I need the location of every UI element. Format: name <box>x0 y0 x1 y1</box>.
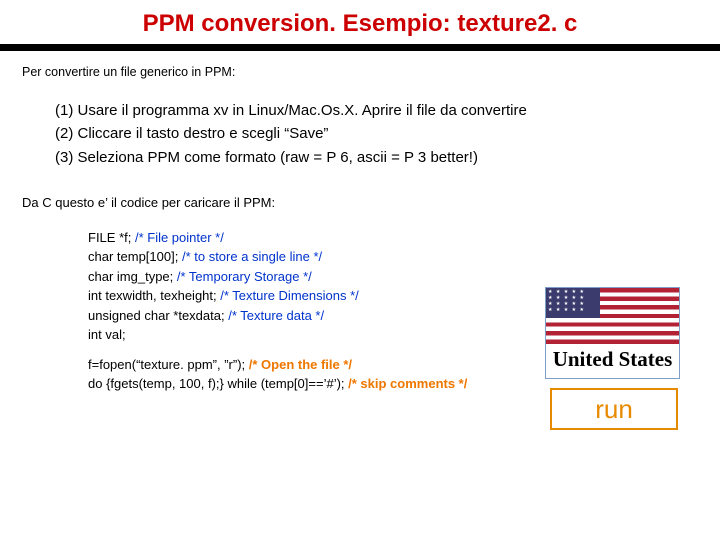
title-divider <box>0 44 720 51</box>
us-flag-icon: ★ ★ ★ ★ ★★ ★ ★ ★ ★★ ★ ★ ★ ★★ ★ ★ ★ ★ <box>546 288 679 344</box>
flag-figure: ★ ★ ★ ★ ★★ ★ ★ ★ ★★ ★ ★ ★ ★★ ★ ★ ★ ★ Uni… <box>545 287 680 379</box>
intro-text: Per convertire un file generico in PPM: <box>0 65 720 79</box>
step-1: (1) Usare il programma xv in Linux/Mac.O… <box>55 99 720 122</box>
flag-label: United States <box>546 344 679 372</box>
run-button[interactable]: run <box>550 388 678 430</box>
code-line-1: FILE *f; /* File pointer */ <box>88 228 720 248</box>
step-3: (3) Seleziona PPM come formato (raw = P … <box>55 146 720 169</box>
code-line-2: char temp[100]; /* to store a single lin… <box>88 247 720 267</box>
code-line-3: char img_type; /* Temporary Storage */ <box>88 267 720 287</box>
slide-title: PPM conversion. Esempio: texture2. c <box>0 0 720 44</box>
intro2-text: Da C questo e’ il codice per caricare il… <box>0 195 720 210</box>
run-label: run <box>595 394 633 425</box>
flag-canton: ★ ★ ★ ★ ★★ ★ ★ ★ ★★ ★ ★ ★ ★★ ★ ★ ★ ★ <box>546 288 600 318</box>
steps-list: (1) Usare il programma xv in Linux/Mac.O… <box>0 99 720 169</box>
step-2: (2) Cliccare il tasto destro e scegli “S… <box>55 122 720 145</box>
